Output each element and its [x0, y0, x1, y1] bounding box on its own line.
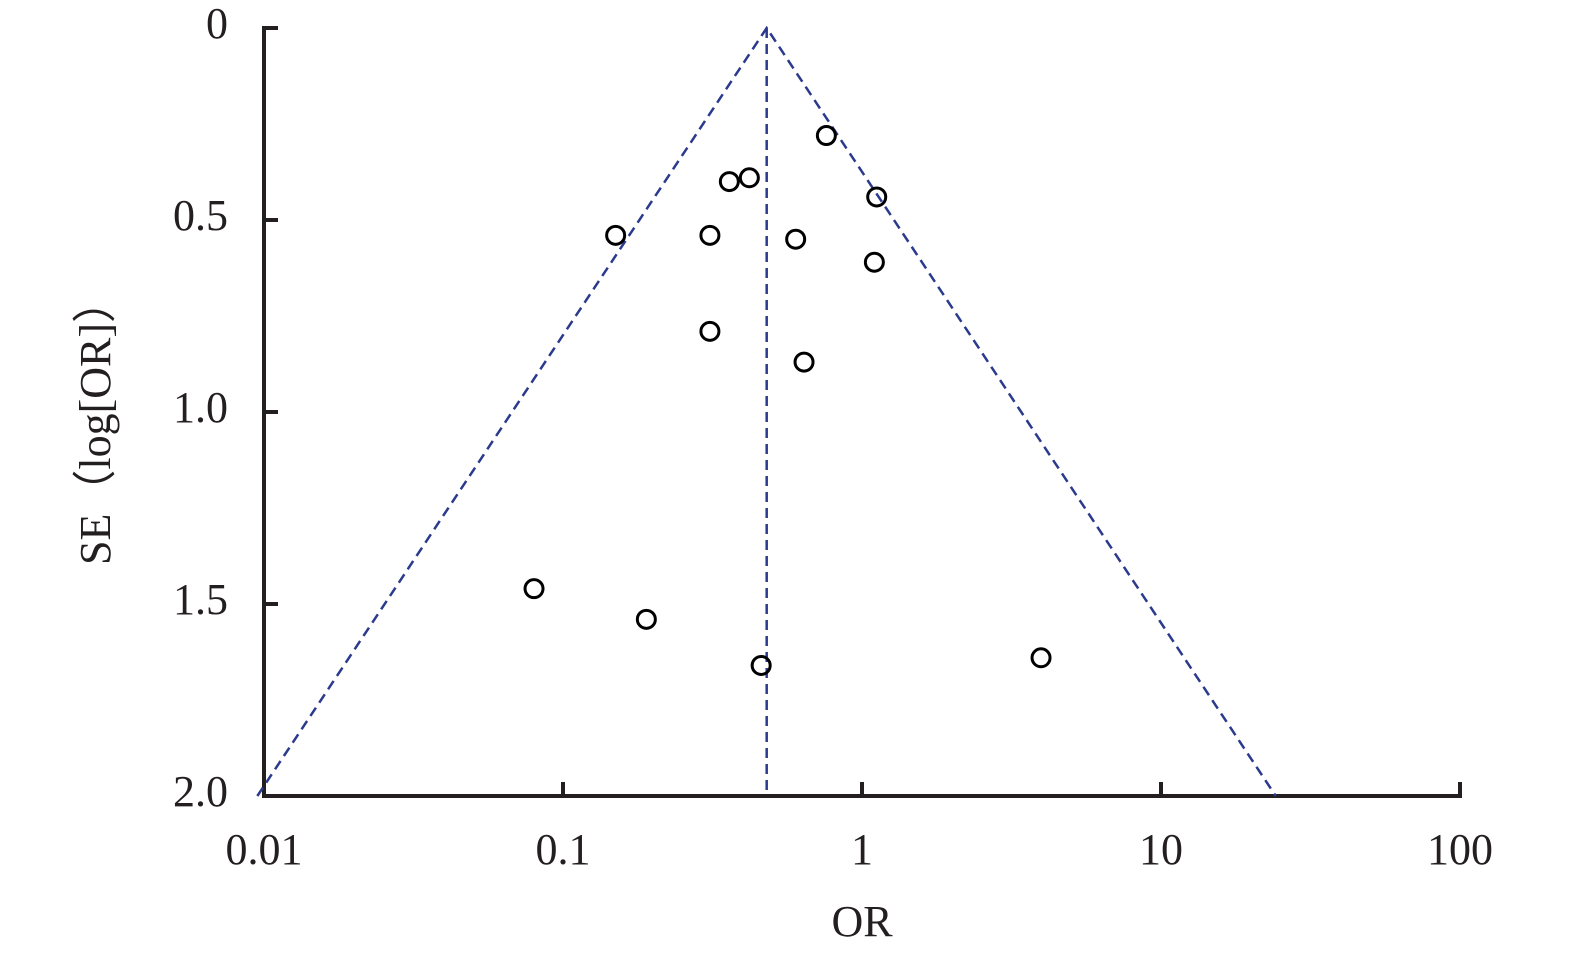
data-point [793, 351, 815, 373]
data-point [718, 171, 740, 193]
data-point [635, 608, 657, 630]
data-point [866, 186, 888, 208]
data-point [785, 228, 807, 250]
y-tick-label: 0.5 [173, 191, 228, 240]
data-point [750, 654, 772, 676]
y-tick-label: 1.0 [173, 383, 228, 432]
y-axis-label: SE（log[OR]） [71, 279, 120, 565]
data-point [699, 224, 721, 246]
x-tick-label: 10 [1139, 825, 1183, 874]
y-tick-label: 1.5 [173, 575, 228, 624]
y-tick-label: 2.0 [173, 767, 228, 816]
data-point [605, 224, 627, 246]
y-tick-label: 0 [206, 0, 228, 48]
x-tick-label: 1 [851, 825, 873, 874]
x-tick-label: 0.01 [226, 825, 303, 874]
data-point [523, 578, 545, 600]
data-point [699, 320, 721, 342]
data-point [738, 167, 760, 189]
data-point [863, 251, 885, 273]
x-tick-label: 0.1 [536, 825, 591, 874]
data-point [815, 125, 837, 147]
data-point [1030, 647, 1052, 669]
x-axis-label: OR [831, 897, 893, 946]
x-tick-label: 100 [1427, 825, 1493, 874]
